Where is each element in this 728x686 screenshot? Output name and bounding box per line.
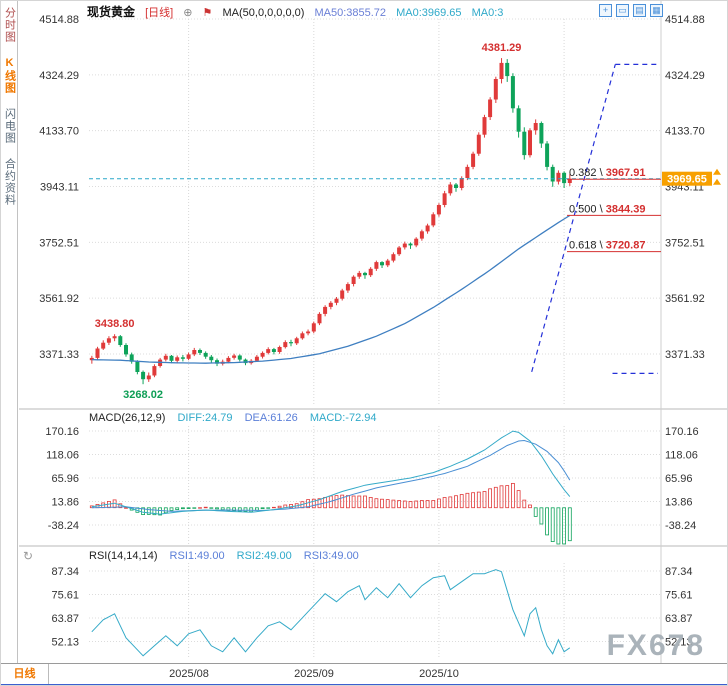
gridlines [89, 18, 661, 659]
svg-text:3438.80: 3438.80 [95, 318, 135, 330]
macd-dea-line [91, 439, 571, 512]
macd-hist-value: MACD:-72.94 [309, 412, 377, 424]
macd-diff-value: DIFF:24.79 [177, 412, 233, 424]
svg-text:4133.70: 4133.70 [39, 126, 79, 138]
layout-dual-icon[interactable]: ▤ [633, 4, 646, 17]
tab-daily[interactable]: 日线 [1, 664, 49, 685]
axis-tick-labels: 4514.88 4514.88 4324.29 4324.29 4133.70 4133.… [39, 14, 705, 649]
svg-text:-38.24: -38.24 [48, 520, 79, 532]
refresh-icon[interactable]: ↻ [23, 549, 34, 563]
svg-text:3268.02: 3268.02 [123, 389, 163, 401]
add-indicator-icon[interactable]: ⊕ [183, 7, 193, 19]
fibonacci-levels: 0.382 \ 3967.91 0.500 \ 3844.39 0.618 \ 37… [567, 167, 661, 253]
svg-text:0.382 \ 3967.91: 0.382 \ 3967.91 [569, 167, 645, 179]
svg-text:13.86: 13.86 [51, 497, 79, 509]
sidebar-item-contract-info[interactable]: 合约资料 [3, 158, 16, 206]
macd-dea-value: DEA:61.26 [244, 412, 298, 424]
svg-text:4514.88: 4514.88 [39, 14, 79, 26]
chart-toolbar: + ▭ ▤ ▦ [599, 4, 663, 17]
svg-text:63.87: 63.87 [51, 613, 79, 625]
rsi1-value: RSI1:49.00 [169, 550, 225, 562]
svg-text:65.96: 65.96 [665, 473, 693, 485]
ma-settings-label[interactable]: MA(50,0,0,0,0,0) [222, 7, 305, 19]
svg-text:3943.11: 3943.11 [40, 181, 79, 193]
flag-icon: ⚑ [202, 7, 213, 19]
svg-text:4381.29: 4381.29 [482, 42, 522, 54]
svg-text:87.34: 87.34 [51, 566, 79, 578]
bottom-border [1, 684, 727, 685]
svg-text:65.96: 65.96 [51, 473, 79, 485]
current-price-tag: 3969.65 [662, 171, 712, 186]
svg-text:52.13: 52.13 [665, 637, 693, 649]
x-axis-label: 2025/09 [294, 668, 334, 680]
svg-text:3371.33: 3371.33 [39, 349, 79, 361]
svg-text:75.61: 75.61 [51, 590, 79, 602]
x-axis-label: 2025/08 [169, 668, 209, 680]
macd-diff-line [91, 430, 571, 515]
svg-text:0.500 \ 3844.39: 0.500 \ 3844.39 [569, 203, 645, 215]
sidebar-item-time-chart[interactable]: 分时图 [3, 7, 16, 43]
rsi-panel-header: RSI(14,14,14) RSI1:49.00 RSI2:49.00 RSI3… [89, 550, 368, 562]
svg-text:52.13: 52.13 [51, 637, 79, 649]
rsi-line [91, 569, 571, 657]
svg-text:0.618 \ 3720.87: 0.618 \ 3720.87 [569, 240, 645, 252]
svg-text:75.61: 75.61 [665, 590, 693, 602]
price-annotations: 4381.29 3438.80 3268.02 [95, 42, 522, 401]
period-label: [日线] [145, 7, 174, 19]
candlestick-series [89, 58, 572, 385]
svg-text:4324.29: 4324.29 [39, 70, 79, 82]
sidebar-item-lightning-chart[interactable]: 闪电图 [3, 108, 16, 144]
svg-text:13.86: 13.86 [665, 497, 693, 509]
price-marker-icon[interactable] [713, 168, 721, 185]
svg-text:170.16: 170.16 [45, 426, 79, 438]
x-axis-bar: 日线 2025/08 2025/09 2025/10 [1, 663, 727, 685]
ma0-value: MA0:3969.65 [396, 7, 462, 19]
layout-single-icon[interactable]: ▭ [616, 4, 629, 17]
ma0-extra-value: MA0:3 [471, 7, 504, 19]
svg-text:118.06: 118.06 [46, 450, 79, 462]
svg-text:3561.92: 3561.92 [665, 293, 705, 305]
svg-text:87.34: 87.34 [665, 566, 693, 578]
svg-text:170.16: 170.16 [665, 426, 699, 438]
trend-drawings[interactable] [531, 63, 658, 374]
svg-text:118.06: 118.06 [665, 450, 698, 462]
svg-text:4133.70: 4133.70 [665, 126, 705, 138]
svg-text:3371.33: 3371.33 [665, 349, 705, 361]
ma50-value: MA50:3855.72 [314, 7, 387, 19]
symbol-name: 现货黄金 [87, 5, 136, 19]
svg-text:63.87: 63.87 [665, 613, 693, 625]
macd-panel-header: MACD(26,12,9) DIFF:24.79 DEA:61.26 MACD:… [89, 412, 385, 424]
sidebar-item-kline-chart[interactable]: K线图 [3, 57, 16, 94]
main-chart-header: 现货黄金 [日线] ⊕ ⚑ MA(50,0,0,0,0,0) MA50:3855… [87, 3, 510, 20]
svg-text:3752.51: 3752.51 [39, 237, 79, 249]
watermark: FX678 [606, 629, 705, 662]
svg-text:3752.51: 3752.51 [665, 237, 705, 249]
left-sidebar: 分时图 K线图 闪电图 合约资料 [1, 1, 18, 663]
ma50-line [91, 214, 571, 364]
rsi2-value: RSI2:49.00 [236, 550, 292, 562]
rsi-title[interactable]: RSI(14,14,14) [89, 550, 158, 562]
rsi3-value: RSI3:49.00 [303, 550, 359, 562]
svg-text:-38.24: -38.24 [665, 520, 696, 532]
svg-text:3561.92: 3561.92 [39, 293, 79, 305]
svg-text:4514.88: 4514.88 [665, 14, 705, 26]
svg-text:3969.65: 3969.65 [667, 174, 707, 186]
x-axis-label: 2025/10 [419, 668, 459, 680]
macd-title[interactable]: MACD(26,12,9) [89, 412, 166, 424]
svg-text:4324.29: 4324.29 [665, 70, 705, 82]
layout-grid-icon[interactable]: ▦ [650, 4, 663, 17]
zoom-reset-icon[interactable]: + [599, 4, 612, 17]
